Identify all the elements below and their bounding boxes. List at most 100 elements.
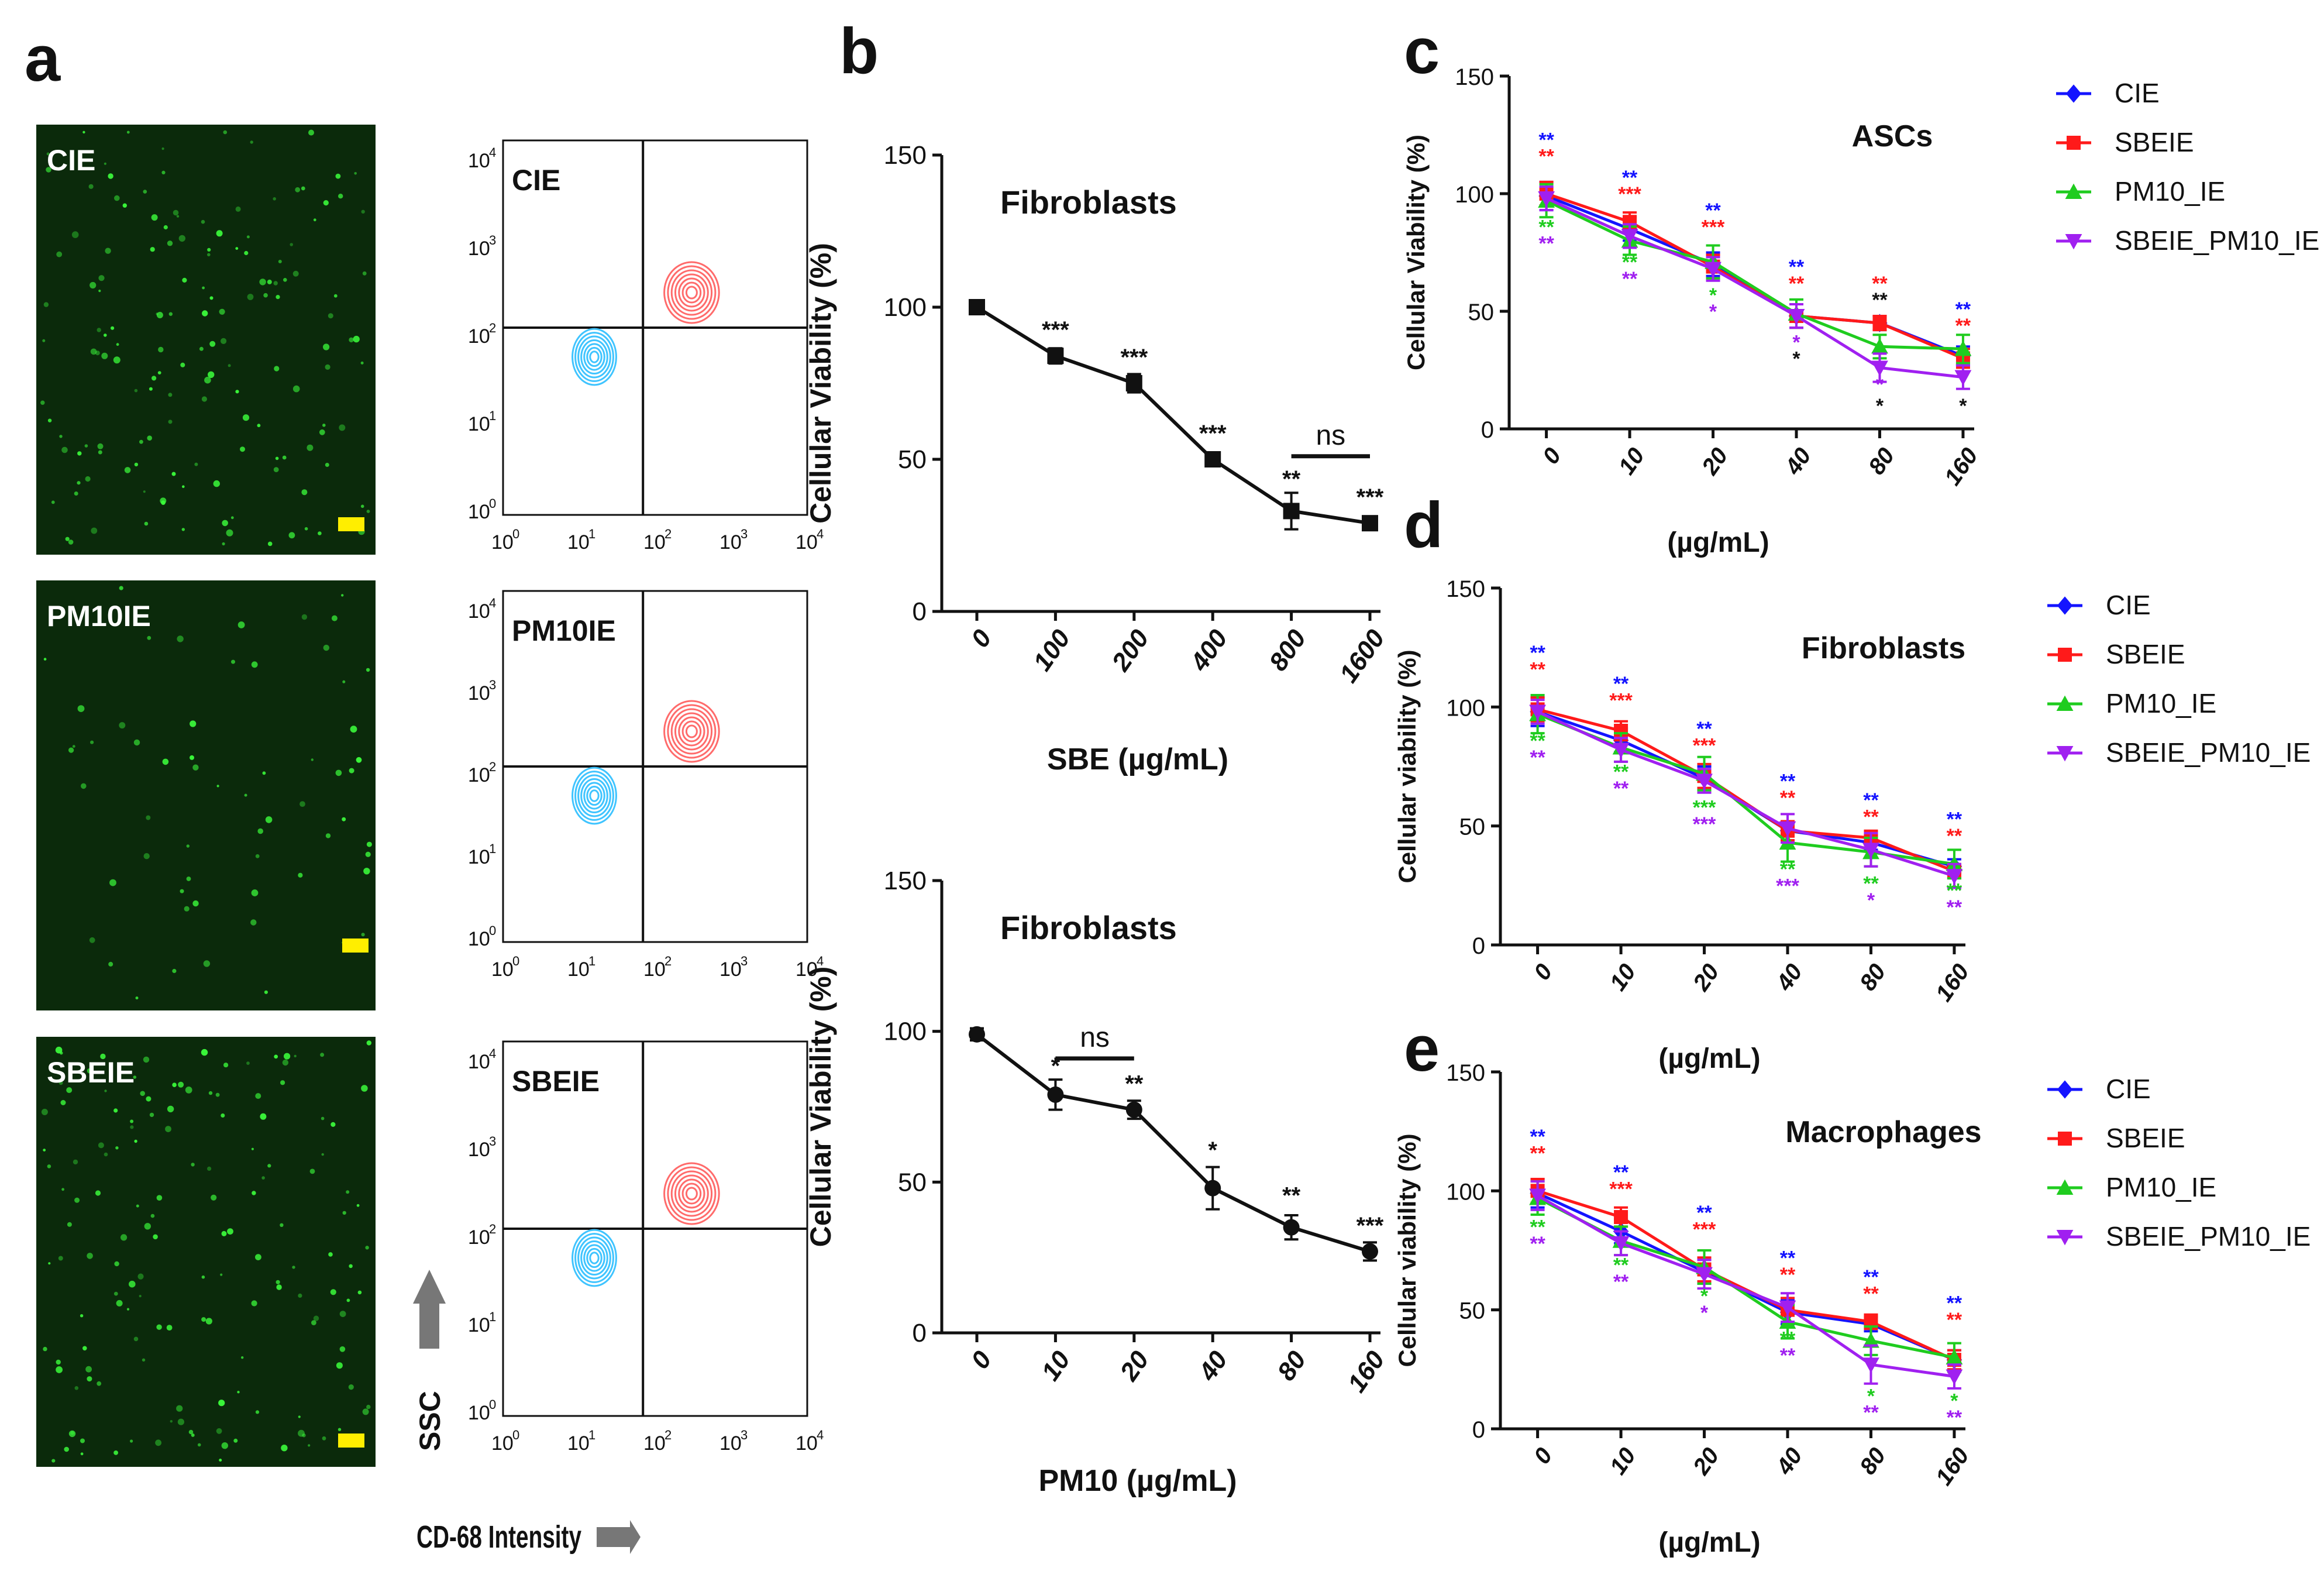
fluorescent-cell: [360, 504, 364, 508]
fluorescent-cell: [65, 537, 70, 541]
significance-marker: **: [1789, 256, 1805, 279]
data-point: [1954, 340, 1972, 356]
data-point: [2065, 183, 2082, 199]
fluorescent-cell: [167, 1105, 174, 1113]
data-point: [2058, 1132, 2072, 1146]
fluorescent-cell: [235, 390, 239, 394]
significance-marker: **: [1780, 1328, 1796, 1350]
significance-marker: **: [1613, 778, 1629, 800]
significance-marker: **: [1780, 858, 1796, 881]
cell-population-blue: [577, 774, 611, 817]
significance-marker: **: [1530, 747, 1545, 769]
y-tick-label: 0: [1472, 933, 1485, 959]
fluorescent-cell: [156, 312, 159, 315]
fluorescent-cell: [257, 828, 264, 834]
significance-marker: ***: [1356, 1213, 1384, 1239]
fluorescent-cell: [143, 490, 146, 493]
data-point: [1946, 1349, 1963, 1364]
flow-x-tick-exp: 4: [817, 527, 824, 541]
fluorescent-cell: [251, 889, 259, 896]
series-sbeie-pm10-ie: [1538, 185, 1972, 390]
y-tick-label: 100: [1446, 1179, 1485, 1205]
micrograph-label: CIE: [47, 144, 95, 177]
data-point: [1871, 360, 1888, 376]
fluorescent-cell: [191, 1163, 195, 1167]
fluorescent-cell: [104, 334, 107, 337]
fluorescent-cell: [365, 1246, 369, 1250]
fluorescent-cell: [130, 1119, 134, 1123]
x-tick-label: 20: [1696, 444, 1733, 480]
chart-e: 0 50 100 150 0 10 20 40 80 160 Cellular viability …: [1393, 1060, 2311, 1558]
data-point: [1788, 309, 1805, 325]
fluorescent-cell: [104, 1089, 107, 1092]
fluorescent-cell: [114, 195, 120, 201]
legend: CIE SBEIE PM10_IE SBEIE_PM10_IE: [2056, 78, 2319, 256]
cell-population-red: [667, 265, 717, 320]
significance-marker: **: [1622, 252, 1638, 274]
fluorescent-cell: [204, 376, 211, 384]
x-tick-label: 20: [1688, 960, 1724, 996]
fluorescent-cell: [201, 1317, 206, 1322]
legend-label: CIE: [2115, 78, 2160, 108]
cell-population-red: [663, 261, 720, 324]
fluorescent-cell: [133, 1075, 137, 1079]
significance-marker: **: [1780, 787, 1796, 809]
fluorescent-cell: [163, 225, 168, 230]
legend-label: PM10_IE: [2106, 1172, 2216, 1202]
significance-marker: **: [1530, 1142, 1545, 1164]
fluorescent-cell: [80, 1452, 84, 1456]
fluorescent-cell: [153, 1234, 158, 1240]
data-point: [2065, 84, 2082, 103]
flow-x-tick-exp: 2: [665, 954, 672, 968]
fluorescent-cell: [104, 162, 106, 165]
fluorescent-cell: [280, 1080, 285, 1085]
fluorescent-cell: [186, 844, 190, 848]
fluorescent-cell: [201, 219, 205, 224]
data-point: [1529, 704, 1546, 720]
fluorescent-cell: [320, 1053, 325, 1057]
fluorescent-cell: [135, 996, 139, 1000]
fluorescent-cell: [255, 854, 260, 858]
cell-population-red: [678, 1178, 705, 1209]
fluorescent-cell: [139, 439, 143, 444]
legend-label: CIE: [2106, 590, 2151, 620]
y-tick-label: 0: [1481, 417, 1494, 443]
fluorescent-cell: [219, 1459, 222, 1462]
micrograph-2: PM10IE: [36, 580, 376, 1010]
cell-population-blue: [583, 1244, 605, 1272]
fluorescent-cell: [190, 755, 194, 760]
fluorescent-cell: [46, 152, 50, 156]
fluorescent-cell: [168, 420, 173, 424]
fluorescent-cell: [276, 295, 280, 300]
fluorescent-cell: [246, 235, 250, 239]
data-point: [1362, 515, 1378, 532]
fluorescent-cell: [311, 758, 314, 761]
chart-d: 0 50 100 150 0 10 20 40 80 160 Cellular viability …: [1393, 576, 2311, 1074]
cell-population-red: [681, 281, 702, 304]
fluorescent-cell: [244, 250, 249, 256]
fluorescent-cell: [226, 529, 233, 537]
x-tick-label: 1600: [1334, 624, 1391, 688]
flow-x-tick: 10: [491, 958, 514, 981]
cell-population-blue: [589, 789, 600, 802]
fluorescent-cell: [348, 1384, 354, 1390]
significance-marker: **: [1696, 718, 1712, 740]
fluorescent-cell: [221, 1442, 228, 1449]
flow-y-tick-exp: 3: [489, 678, 496, 692]
flow-x-tick-exp: 2: [665, 527, 672, 541]
significance-marker: *: [1700, 1285, 1709, 1307]
flow-y-tick-exp: 4: [489, 596, 496, 610]
flow-y-tick-exp: 0: [489, 923, 496, 938]
fluorescent-cell: [176, 215, 180, 218]
y-axis-title: Cellular viability (%): [1393, 1133, 1421, 1367]
cell-population-red: [685, 1187, 698, 1201]
ssc-arrow-icon: [413, 1270, 446, 1349]
fluorescent-cell: [47, 418, 52, 422]
fluorescent-cell: [114, 1261, 119, 1267]
chart-title: Fibroblasts: [1000, 184, 1177, 221]
x-tick-label: 10: [1036, 1346, 1076, 1386]
fluorescent-cell: [142, 1358, 146, 1362]
fluorescent-cell: [113, 1291, 118, 1296]
cell-population-blue: [571, 1229, 617, 1287]
